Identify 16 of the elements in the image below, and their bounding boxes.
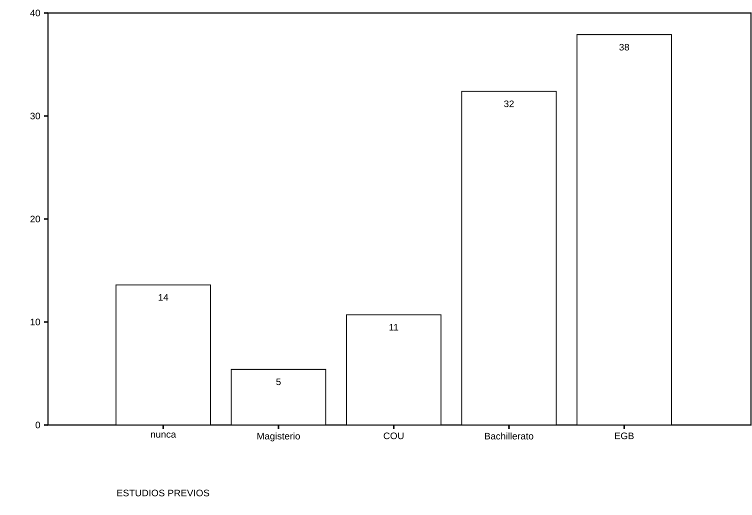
text: ESTUDIOS PREVIOS (117, 490, 210, 496)
y-tick-label: 0 (36, 422, 40, 428)
data-label: 38 (619, 44, 630, 51)
data-label: 32 (504, 100, 514, 108)
x-tick-label: COU (384, 432, 404, 440)
x-tick-label: Bachillerato (485, 432, 534, 440)
x-tick-label: EGB (615, 432, 634, 440)
y-tick-label: 20 (30, 216, 40, 222)
y-tick-label: 10 (30, 318, 40, 326)
data-label: 14 (158, 294, 168, 301)
x-tick-label: nunca (150, 432, 176, 438)
data-label: 5 (276, 378, 281, 386)
data-label: 11 (390, 324, 398, 330)
x-tick-label: Magisterio (257, 432, 300, 442)
y-tick-label: 40 (30, 10, 40, 16)
y-tick-label: 30 (30, 112, 40, 120)
